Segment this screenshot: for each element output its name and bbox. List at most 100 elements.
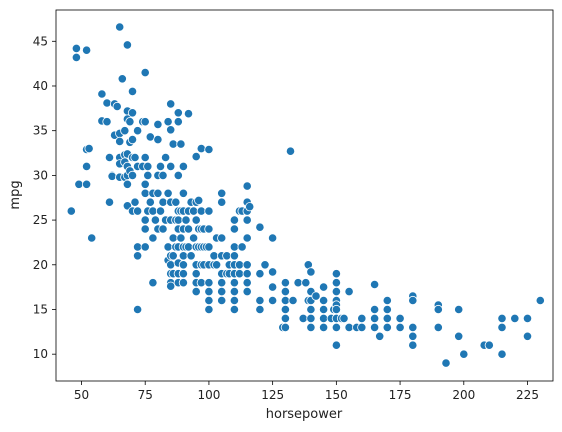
data-point	[433, 322, 443, 332]
data-point	[441, 358, 451, 368]
data-point	[82, 45, 92, 55]
data-point	[133, 206, 143, 216]
data-point	[331, 304, 341, 315]
data-point	[454, 331, 464, 341]
data-point	[369, 322, 380, 332]
data-point	[163, 117, 173, 127]
data-point	[293, 278, 303, 288]
x-tick-label: 225	[516, 388, 539, 402]
data-point	[339, 313, 349, 323]
data-point	[229, 242, 239, 252]
data-point	[178, 260, 188, 270]
data-point	[133, 126, 143, 136]
data-point	[74, 179, 84, 189]
data-point	[369, 279, 380, 290]
data-point	[66, 206, 76, 216]
data-point	[173, 117, 183, 127]
data-point	[186, 251, 196, 261]
data-point	[242, 181, 252, 191]
y-tick-label: 15	[33, 302, 48, 316]
data-point	[140, 117, 150, 127]
data-point	[125, 117, 135, 127]
data-point	[318, 295, 329, 306]
data-point	[115, 22, 125, 32]
data-point	[102, 117, 112, 127]
data-point	[331, 269, 341, 279]
data-point	[267, 267, 278, 277]
data-point	[204, 295, 214, 306]
data-point	[280, 304, 290, 315]
data-point	[222, 251, 232, 261]
x-tick-label: 150	[325, 388, 348, 402]
x-tick-label: 200	[452, 388, 475, 402]
data-point	[191, 269, 201, 279]
data-point	[104, 197, 115, 207]
data-point	[176, 139, 186, 149]
data-point	[163, 188, 173, 198]
data-point	[120, 126, 130, 136]
data-point	[133, 242, 143, 252]
data-point	[285, 146, 296, 156]
data-point	[133, 304, 143, 315]
data-points	[66, 22, 545, 368]
data-point	[245, 202, 255, 212]
data-point	[153, 188, 163, 198]
data-point	[217, 295, 227, 306]
data-point	[140, 224, 150, 234]
data-point	[497, 322, 507, 332]
data-point	[148, 278, 158, 288]
data-point	[155, 206, 166, 216]
data-point	[408, 340, 418, 350]
data-point	[183, 224, 194, 234]
x-tick-label: 125	[261, 388, 284, 402]
data-point	[255, 222, 265, 232]
data-point	[306, 304, 316, 315]
data-point	[178, 251, 188, 261]
data-point	[301, 278, 311, 288]
data-point	[158, 224, 168, 234]
data-point	[166, 99, 176, 109]
data-point	[127, 170, 138, 180]
data-point	[140, 188, 150, 198]
data-point	[183, 242, 194, 252]
data-point	[171, 197, 181, 207]
data-point	[130, 197, 140, 207]
data-point	[306, 267, 316, 277]
data-point	[107, 171, 117, 181]
data-point	[255, 304, 265, 315]
data-point	[140, 179, 150, 189]
data-point	[191, 286, 201, 297]
data-point	[382, 304, 392, 315]
y-tick-label: 30	[33, 168, 48, 182]
data-point	[267, 295, 278, 306]
data-point	[357, 313, 367, 323]
data-point	[189, 206, 199, 216]
data-point	[229, 215, 239, 225]
data-point	[82, 161, 92, 171]
data-point	[166, 125, 176, 135]
data-point	[311, 291, 321, 301]
y-axis-label: mpg	[8, 180, 23, 209]
data-point	[176, 233, 186, 243]
data-point	[204, 242, 214, 252]
data-point	[140, 68, 150, 78]
data-point	[173, 108, 183, 118]
data-point	[234, 269, 245, 279]
data-point	[344, 322, 354, 332]
data-point	[127, 135, 138, 145]
data-point	[280, 286, 290, 297]
data-point	[357, 322, 367, 332]
data-point	[306, 313, 316, 323]
data-point	[153, 135, 163, 145]
x-axis-label: horsepower	[266, 407, 343, 422]
data-point	[255, 269, 265, 279]
data-point	[150, 215, 160, 225]
data-point	[87, 233, 97, 243]
data-point	[204, 144, 214, 155]
data-point	[318, 322, 329, 332]
data-point	[395, 313, 405, 323]
data-point	[158, 170, 168, 180]
data-point	[204, 278, 214, 288]
data-point	[318, 304, 329, 315]
